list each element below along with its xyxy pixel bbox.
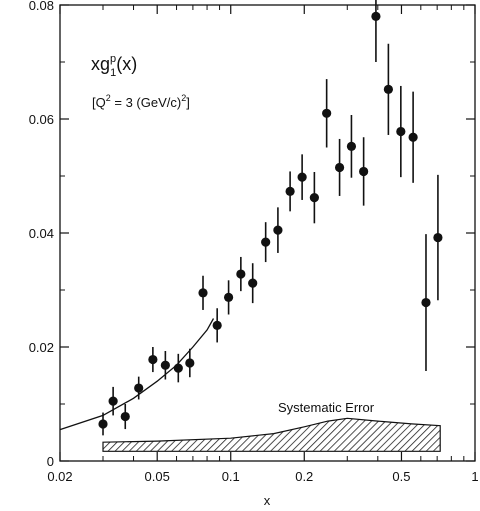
x-tick-label: 0.2 [295, 469, 313, 484]
chart-subtitle-sup2: 2 [181, 93, 186, 103]
data-point [421, 297, 431, 308]
data-point [173, 363, 183, 373]
data-point [248, 278, 258, 288]
data-point [134, 383, 144, 393]
data-point-group [261, 222, 271, 263]
fit-curve [59, 318, 215, 431]
data-point [120, 411, 130, 422]
data-point [346, 141, 357, 151]
data-point-group [408, 91, 418, 183]
data-point-group [173, 353, 183, 383]
data-point [108, 396, 118, 406]
data-point-group [297, 154, 307, 200]
data-point-group [396, 85, 406, 178]
data-point [383, 84, 393, 94]
chart-title-sup: p [110, 53, 116, 65]
x-axis-label: x [264, 493, 271, 508]
y-tick-label: 0.02 [29, 340, 54, 355]
data-point [322, 108, 332, 118]
chart-subtitle-mid: = 3 (GeV/c) [111, 95, 181, 110]
data-point-group [322, 79, 332, 148]
data-point [408, 132, 418, 142]
x-tick-label: 1 [471, 469, 478, 484]
x-tick-label: 0.1 [222, 469, 240, 484]
data-point-group [346, 115, 357, 178]
x-tick-label: 0.02 [47, 469, 72, 484]
data-point-group [198, 275, 208, 310]
data-point [285, 186, 295, 196]
data-point-group [160, 350, 170, 380]
data-point-group [433, 174, 443, 301]
fit-curve-layer [59, 318, 215, 431]
data-point-group [236, 256, 246, 292]
y-tick-label: 0 [47, 454, 54, 469]
data-point-group [383, 43, 393, 135]
data-point [148, 354, 158, 365]
y-tick-label: 0.06 [29, 112, 54, 127]
data-point-group [334, 138, 345, 196]
y-tick-label: 0.08 [29, 0, 54, 13]
data-point [261, 237, 271, 247]
data-point [198, 288, 208, 298]
data-point [396, 126, 406, 137]
data-point [309, 193, 319, 203]
data-point-group [98, 412, 108, 436]
data-point-group [148, 347, 158, 373]
data-point-group [273, 207, 283, 253]
data-point-group [120, 404, 130, 430]
data-point-group [359, 137, 369, 206]
data-point [223, 292, 234, 303]
data-point-group [185, 348, 195, 378]
systematic-error-label: Systematic Error [278, 400, 375, 415]
data-point-group [134, 376, 144, 400]
data-point [371, 11, 381, 21]
data-point-group [212, 308, 222, 343]
y-tick-label: 0.04 [29, 226, 54, 241]
chart-title-tail: (x) [116, 54, 137, 74]
data-point [359, 166, 369, 177]
data-point [236, 269, 246, 279]
data-point-group [248, 263, 258, 304]
chart-title-base: xg [91, 54, 110, 74]
chart-title: xgp 1(x) [91, 53, 137, 79]
data-point-group [285, 171, 295, 212]
data-points-layer [98, 0, 443, 436]
axis-ticks-layer: 00.020.040.060.080.02 0.05 0.1 0.2 0.5 1 [29, 0, 479, 484]
data-point [98, 419, 108, 429]
systematic-error-band [102, 417, 441, 452]
systematic-error-layer [102, 417, 441, 452]
data-point [273, 225, 283, 235]
data-point-group [108, 386, 118, 416]
chart-subtitle-sup1: 2 [106, 93, 111, 103]
x-tick-label: 0.5 [392, 469, 410, 484]
x-tick-label: 0.05 [145, 469, 170, 484]
data-point-group [223, 280, 234, 315]
chart-title-sub: 1 [110, 67, 116, 79]
chart-subtitle-open: [Q [92, 95, 106, 110]
data-point-group [421, 234, 431, 371]
chart-subtitle: [Q2 = 3 (GeV/c)2] [92, 93, 190, 110]
data-point [297, 172, 307, 182]
data-point [160, 360, 170, 370]
data-point-group [309, 172, 319, 224]
data-point [212, 320, 222, 330]
data-point-group [371, 0, 381, 62]
data-point [433, 232, 443, 243]
data-point [334, 162, 345, 173]
chart-subtitle-close: ] [186, 95, 190, 110]
data-point [185, 358, 195, 368]
